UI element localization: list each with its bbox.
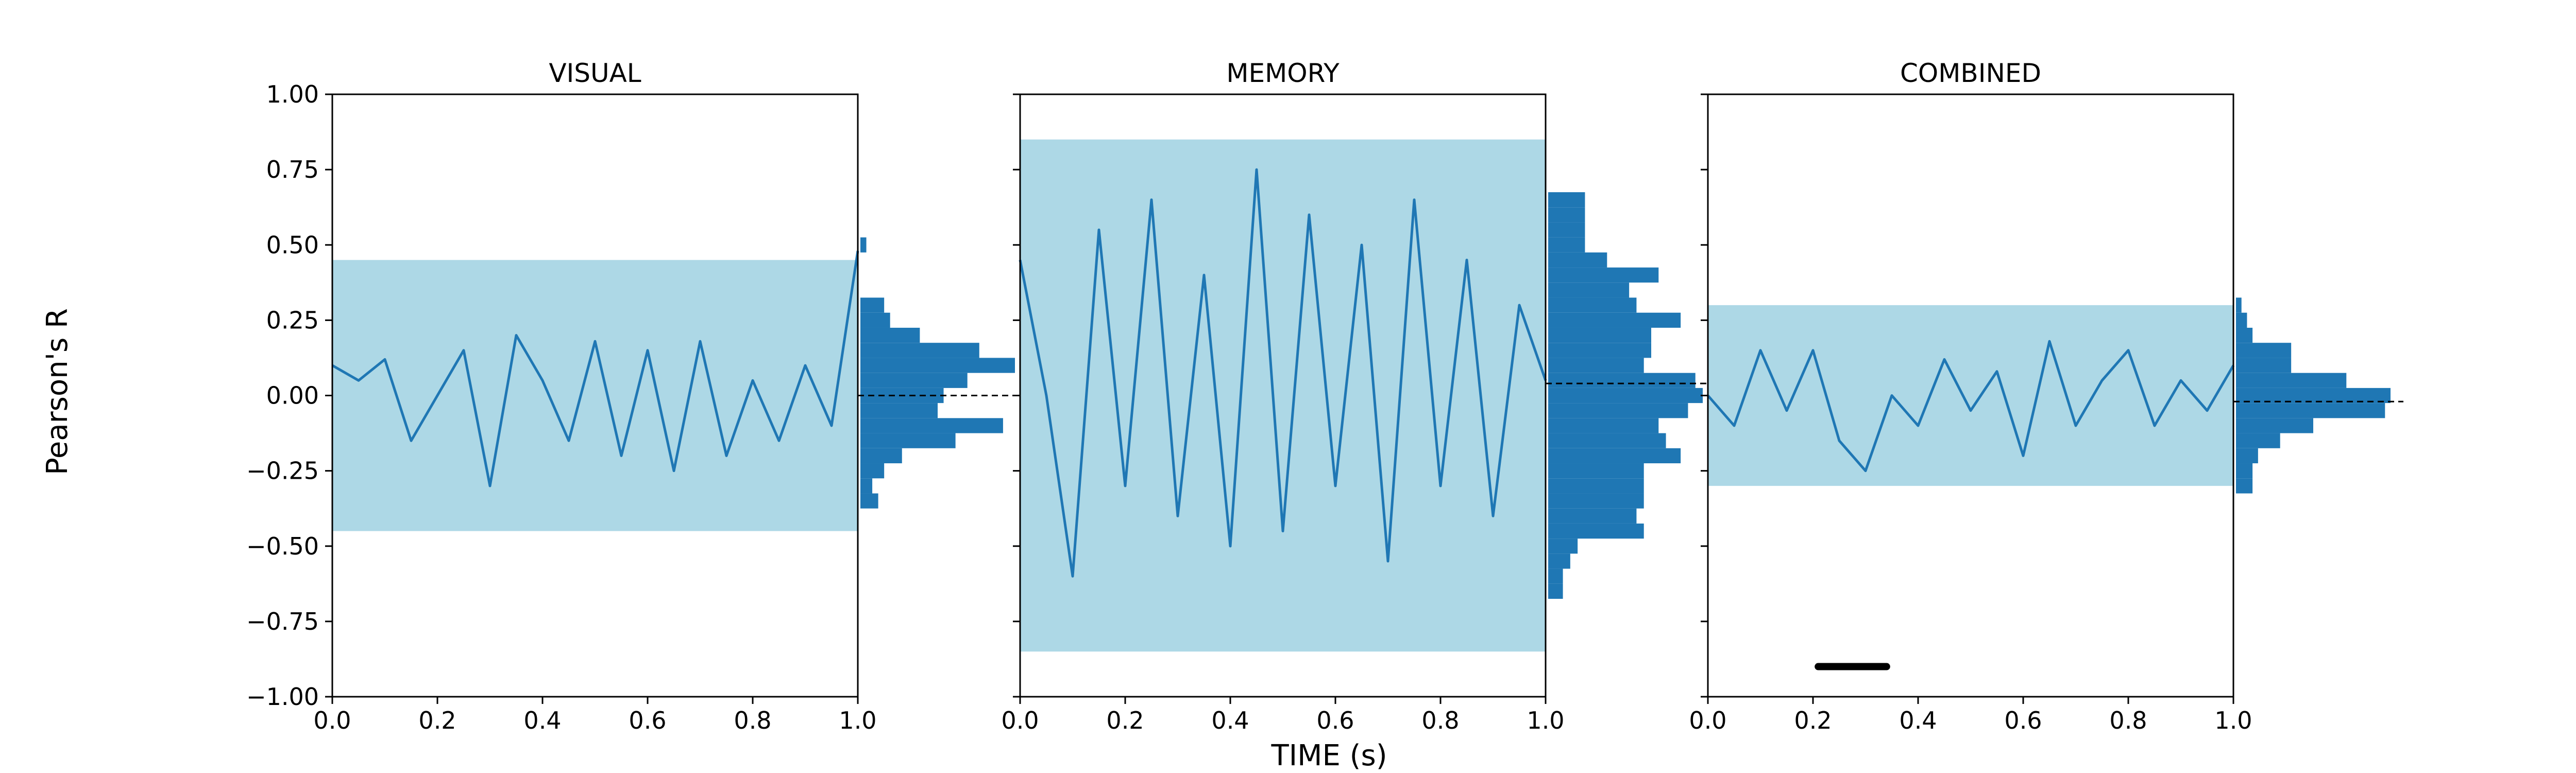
histogram-bar [1548, 523, 1644, 539]
x-tick-label: 0.0 [1001, 707, 1039, 734]
y-tick-label: 0.00 [266, 382, 319, 410]
histogram-bar [2236, 448, 2258, 464]
x-tick-label: 1.0 [2214, 707, 2252, 734]
x-tick-label: 0.2 [1106, 707, 1144, 734]
y-tick-label: −0.25 [246, 457, 319, 485]
null-distribution-band [1020, 139, 1546, 652]
histogram-bar [2236, 433, 2280, 448]
histogram-bar [1548, 373, 1696, 388]
histogram-bar [860, 418, 1003, 433]
histogram-bar [860, 448, 902, 464]
histogram-bar [860, 478, 873, 494]
histogram-bar [1548, 463, 1644, 479]
histogram-bar [1548, 508, 1637, 524]
x-tick-label: 0.8 [2109, 707, 2147, 734]
histogram-bar [860, 297, 885, 313]
histogram-bar [2236, 343, 2292, 358]
histogram-bar [1548, 403, 1688, 418]
x-tick-label: 0.6 [629, 707, 666, 734]
x-tick-label: 1.0 [1527, 707, 1564, 734]
histogram-bar [2236, 478, 2253, 494]
histogram-bar [860, 403, 938, 418]
histogram-bar [2236, 312, 2247, 328]
histogram-bar [1548, 418, 1659, 433]
histogram-bar [1548, 267, 1659, 283]
panel-1: MEMORY 0.0 0.2 0.4 0.6 0.8 1.0 [1001, 58, 1716, 734]
series-line-0 [1019, 168, 1547, 578]
y-tick-label: 0.50 [266, 231, 319, 259]
histogram-bar [860, 463, 885, 479]
y-axis-label: Pearson's R [41, 308, 74, 475]
x-tick-label: 0.8 [734, 707, 771, 734]
panel-title: MEMORY [1226, 58, 1340, 88]
histogram-bar [2236, 327, 2253, 343]
y-tick-label: −0.50 [246, 532, 319, 560]
x-tick-label: 0.4 [523, 707, 561, 734]
histogram-bar [860, 373, 968, 388]
histogram-bar [1548, 568, 1563, 584]
y-tick-label: 1.00 [266, 80, 319, 108]
histogram-bar [1548, 358, 1644, 373]
histogram-bar [860, 343, 979, 358]
histogram-bar [1548, 583, 1563, 599]
histogram-bar [2236, 358, 2292, 373]
histogram-bar [860, 358, 1015, 373]
histogram-bar [1548, 312, 1681, 328]
y-tick-label: −0.75 [246, 608, 319, 635]
series-line-0 [1707, 340, 2235, 473]
series-line-0 [331, 250, 859, 488]
panel-0: VISUAL 0.0 0.2 0.4 0.6 0.8 1.0 1.00 0.75 0.50 0.25… [246, 58, 1028, 734]
x-tick-label: 0.4 [1211, 707, 1249, 734]
x-tick-label: 0.6 [2004, 707, 2042, 734]
y-tick-label: 0.75 [266, 156, 319, 183]
y-tick-label: 0.25 [266, 306, 319, 334]
histogram-bar [2236, 418, 2313, 433]
x-tick-label: 0.2 [418, 707, 456, 734]
x-tick-label: 0.0 [1689, 707, 1726, 734]
histogram-bar [1548, 237, 1585, 253]
histogram-bar [1548, 207, 1585, 223]
histogram-bar [1548, 478, 1644, 494]
panel-title: COMBINED [1900, 58, 2041, 88]
histogram-bar [1548, 192, 1585, 208]
histogram-bar [860, 433, 956, 448]
null-distribution-band [332, 260, 858, 531]
x-tick-label: 0.0 [313, 707, 351, 734]
x-tick-label: 0.4 [1899, 707, 1937, 734]
histogram-bar [1548, 282, 1630, 298]
histogram-bar [1548, 222, 1585, 238]
histogram-bar [1548, 433, 1666, 448]
histogram-bar [1548, 252, 1607, 268]
x-tick-label: 0.6 [1316, 707, 1354, 734]
panel-title: VISUAL [549, 58, 641, 88]
null-distribution-band [1708, 305, 2233, 486]
histogram-bar [860, 327, 920, 343]
x-tick-label: 0.2 [1794, 707, 1832, 734]
histogram-bar [2236, 403, 2385, 418]
histogram-bar [1548, 343, 1651, 358]
histogram-bar [1548, 553, 1570, 569]
histogram-bar [860, 237, 867, 253]
histogram-bar [2236, 297, 2242, 313]
histogram-bar [1548, 388, 1703, 404]
x-tick-label: 0.8 [1421, 707, 1459, 734]
histogram-bar [1548, 327, 1651, 343]
histogram-bar [1548, 539, 1578, 554]
histogram-bar [860, 493, 878, 509]
histogram-bar [1548, 493, 1644, 509]
y-tick-label: −1.00 [246, 683, 319, 711]
x-axis-label: TIME (s) [1270, 739, 1387, 772]
histogram-bar [1548, 448, 1681, 464]
x-tick-label: 1.0 [839, 707, 876, 734]
histogram-bar [2236, 463, 2253, 479]
histogram-bar [860, 312, 890, 328]
histogram-bar [1548, 297, 1637, 313]
histogram-bar [2236, 373, 2347, 388]
panel-2: COMBINED 0.0 0.2 0.4 0.6 0.8 1.0 [1689, 58, 2403, 734]
histogram-bar [2236, 388, 2391, 404]
